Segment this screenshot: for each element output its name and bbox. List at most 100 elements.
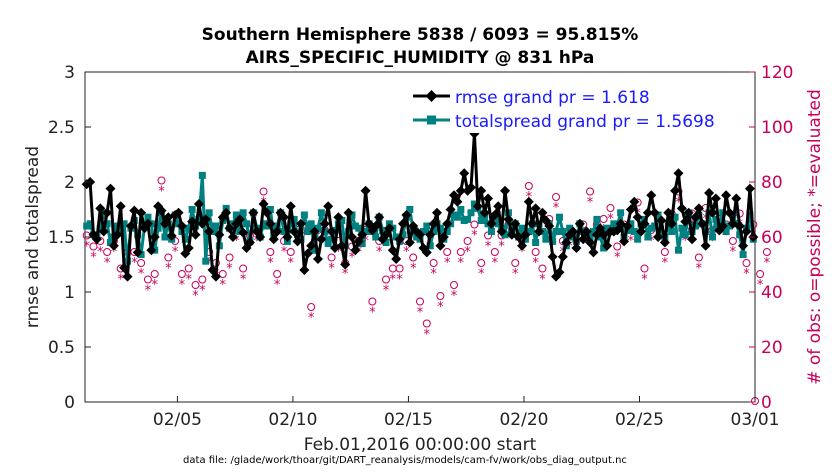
obs-possible-marker [436,292,445,300]
spread-point [436,224,444,232]
rmse-point [500,185,511,196]
rmse-point [146,245,157,256]
y2-tick-label: 0 [761,393,772,413]
rmse-point [510,218,521,229]
x-axis-ticks: 02/05 02/10 02/15 02/20 02/25 03/01 [153,396,780,430]
obs-evaluated-marker: * [267,256,274,271]
obs-evaluated-marker: * [356,245,363,260]
rmse-point [421,247,432,258]
rmse-point [693,203,704,214]
rmse-point [571,243,582,253]
obs-evaluated-marker: * [492,256,499,271]
rmse-point [476,185,487,196]
rmse-point [401,210,412,220]
rmse-point [394,234,405,245]
spread-point [263,222,271,230]
rmse-point [187,216,198,227]
obs-evaluated-marker: * [430,267,437,282]
spread-point [314,224,322,232]
legend: rmse grand pr = 1.618 totalspread grand … [407,83,747,133]
obs-possible-marker [470,220,479,229]
obs-possible-marker [409,253,418,262]
obs-possible-marker [756,270,765,278]
obs-evaluated-marker: * [90,251,97,266]
rmse-point [343,207,354,218]
spread-point [739,251,747,259]
spread-point [290,215,298,223]
rmse-point [523,196,534,207]
obs-evaluated-marker: * [743,267,750,282]
rmse-point [299,265,310,275]
obs-possible-marker [191,281,200,289]
spread-point [406,206,414,213]
x-axis-label: Feb.01,2016 00:00:00 start [304,435,537,455]
obs-possible-marker [266,248,275,256]
obs-evaluated-marker: * [410,262,417,277]
rmse-point [238,227,249,238]
spread-point [304,228,312,235]
spread-point [300,211,308,219]
obs-evaluated-marker: * [519,245,526,260]
rmse-point [125,221,136,231]
obs-possible-marker [450,281,459,289]
obs-evaluated-marker: * [553,201,560,216]
rmse-point [554,267,565,278]
rmse-point [741,226,752,237]
obs-evaluated-marker: * [464,245,471,260]
obs-evaluated-marker: * [362,234,369,249]
rmse-point [112,229,123,240]
rmse-point [292,236,303,247]
spread-point [161,233,169,241]
obs-possible-marker [606,204,615,212]
rmse-point [629,196,640,207]
spread-point [644,233,652,241]
chart-title-line1: Southern Hemisphere 5838 / 6093 = 95.815… [202,25,639,45]
rmse-point [309,226,320,237]
rmse-point [697,218,708,229]
obs-possible-marker [742,259,751,267]
obs-evaluated-marker: * [648,234,655,249]
rmse-point [360,185,371,196]
spread-point [239,209,247,217]
rmse-point [193,199,204,209]
spread-point [542,235,550,243]
x-tick-label: 03/01 [731,410,780,430]
obs-evaluated-marker: * [281,245,288,260]
obs-evaluated-marker: * [587,196,594,211]
rmse-point [312,254,323,264]
rmse-point [455,185,466,196]
spread-point [552,228,560,235]
obs-possible-marker [368,297,377,306]
obs-evaluated-marker: * [349,251,356,266]
obs-possible-marker [137,259,146,267]
rmse-point [221,207,232,218]
spread-point [426,242,434,250]
rmse-point [683,207,694,218]
obs-evaluated-marker: * [539,273,546,288]
spread-point [96,224,104,232]
spread-point [443,228,451,235]
obs-evaluated-marker: * [376,245,383,260]
obs-evaluated-marker: * [104,256,111,271]
spread-point [243,220,251,228]
obs-possible-marker [552,193,561,201]
rmse-point [258,199,269,209]
rmse-point [397,218,408,229]
spread-point [630,228,638,235]
obs-possible-marker [307,303,316,311]
spread-point [232,211,240,219]
spread-point [181,235,189,243]
rmse-point [622,221,633,231]
rmse-point [204,226,215,237]
obs-possible-marker [395,264,404,273]
rmse-point [102,207,113,218]
rmse-point [224,223,235,234]
rmse-point [374,212,385,223]
rmse-point [595,223,606,234]
obs-evaluated-marker: * [532,256,539,271]
rmse-point [176,221,187,231]
rmse-point [156,205,167,216]
rmse-point [415,229,425,240]
spread-point [358,240,366,248]
obs-possible-marker [613,242,622,251]
